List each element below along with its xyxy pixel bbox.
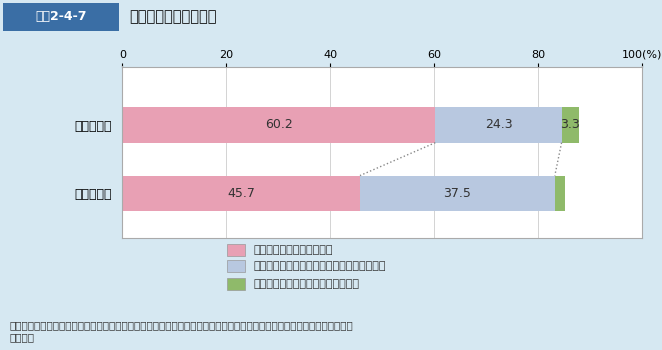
Text: 痴呆で自分で分からないうちに死ぬ: 痴呆で自分で分からないうちに死ぬ xyxy=(253,279,359,289)
Bar xyxy=(561,107,579,143)
Text: 3.3: 3.3 xyxy=(560,118,580,131)
Bar xyxy=(122,176,360,211)
Text: 図表2-4-7: 図表2-4-7 xyxy=(36,10,87,23)
Bar xyxy=(360,176,555,211)
Text: 望ましい最期の迎え方: 望ましい最期の迎え方 xyxy=(129,9,216,24)
Text: ある日突然苦しまずに死ぬ: ある日突然苦しまずに死ぬ xyxy=(253,245,333,255)
Text: 24.3: 24.3 xyxy=(485,118,512,131)
Text: 60.2: 60.2 xyxy=(265,118,293,131)
Text: 45.7: 45.7 xyxy=(227,187,255,200)
Bar xyxy=(122,107,436,143)
FancyBboxPatch shape xyxy=(3,3,119,30)
Bar xyxy=(226,278,245,290)
Bar xyxy=(226,260,245,272)
Text: 37.5: 37.5 xyxy=(444,187,471,200)
Bar xyxy=(226,244,245,256)
Text: 資料：安心と信頼のある「ライフエンディング・ステージ」の創出に向けた普及啓発に関する研究会（経済産業省）報告書
　　より: 資料：安心と信頼のある「ライフエンディング・ステージ」の創出に向けた普及啓発に関… xyxy=(10,320,354,342)
Bar xyxy=(555,176,565,211)
Bar xyxy=(436,107,561,143)
Text: 多少苦しんででも少しずつ死に向かっていく: 多少苦しんででも少しずつ死に向かっていく xyxy=(253,261,386,272)
